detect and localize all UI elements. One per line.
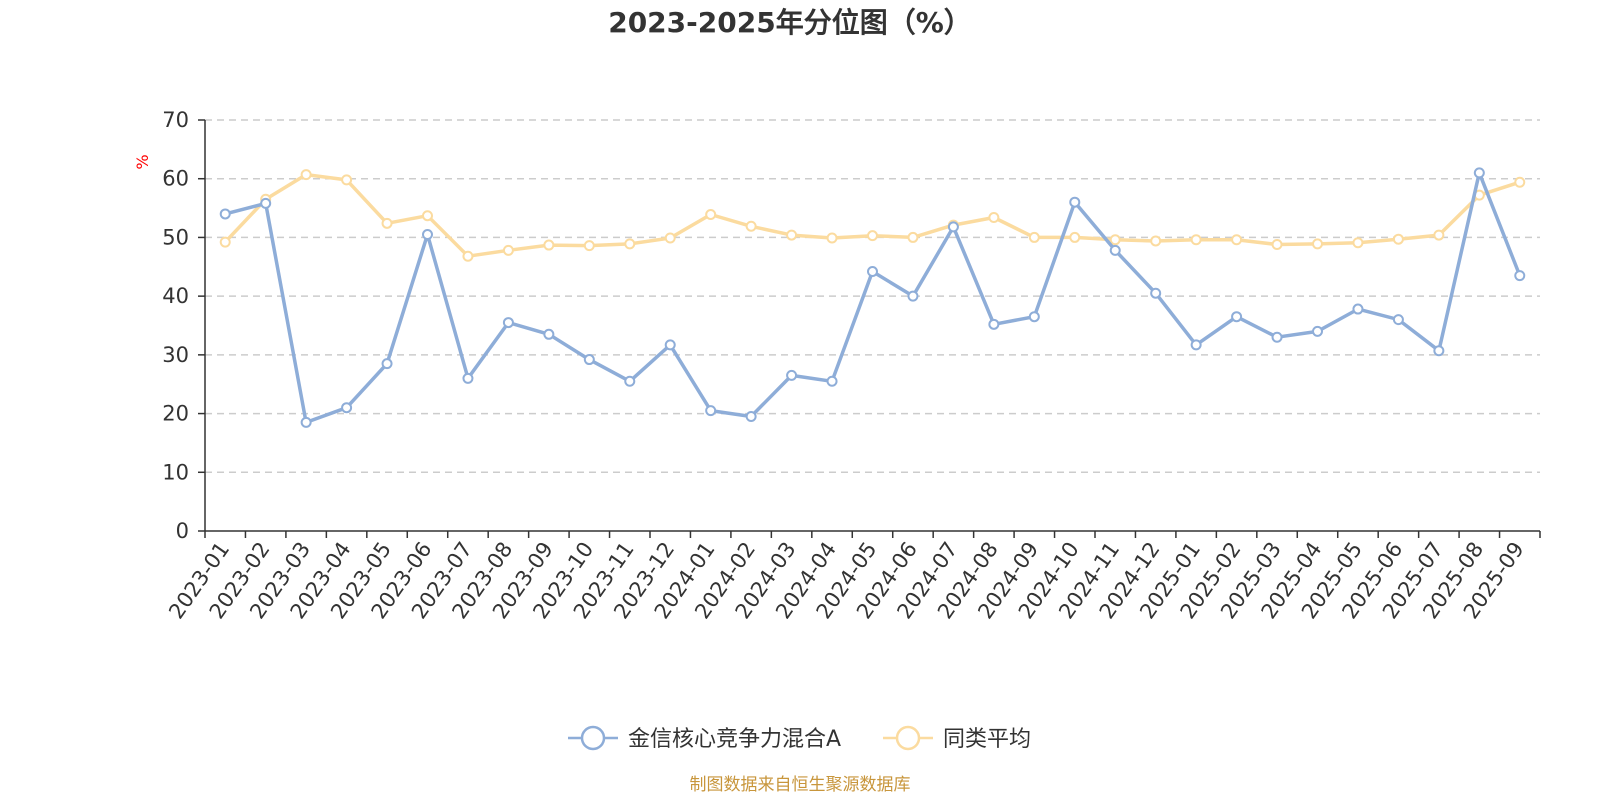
- source-note: 制图数据来自恒生聚源数据库: [690, 775, 911, 795]
- data-point[interactable]: [826, 232, 838, 244]
- data-point[interactable]: [300, 416, 312, 428]
- data-point[interactable]: [1271, 331, 1283, 343]
- legend-item[interactable]: 同类平均: [883, 725, 1031, 752]
- data-point[interactable]: [705, 209, 717, 221]
- data-point[interactable]: [341, 402, 353, 414]
- series-line: [224, 171, 1522, 425]
- data-point[interactable]: [1433, 229, 1445, 241]
- y-tick-label: 20: [162, 402, 189, 426]
- data-point[interactable]: [260, 197, 272, 209]
- data-point[interactable]: [988, 318, 1000, 330]
- data-point[interactable]: [1150, 287, 1162, 299]
- data-point[interactable]: [907, 231, 919, 243]
- data-point[interactable]: [867, 230, 878, 242]
- data-point[interactable]: [1028, 311, 1040, 323]
- data-point[interactable]: [381, 358, 393, 370]
- data-point[interactable]: [705, 405, 717, 417]
- data-point[interactable]: [745, 220, 757, 232]
- data-point[interactable]: [867, 265, 878, 277]
- data-point[interactable]: [422, 228, 433, 240]
- data-point[interactable]: [786, 229, 798, 241]
- data-point[interactable]: [1150, 235, 1162, 247]
- data-point[interactable]: [1028, 231, 1040, 243]
- data-point[interactable]: [1352, 303, 1364, 315]
- y-tick-label: 40: [162, 284, 189, 308]
- series-line: [223, 172, 1521, 258]
- data-point[interactable]: [1231, 311, 1243, 323]
- data-point[interactable]: [300, 169, 312, 181]
- data-point[interactable]: [745, 411, 757, 423]
- data-point[interactable]: [1190, 234, 1202, 246]
- data-point[interactable]: [1514, 176, 1526, 188]
- legend-marker: [580, 725, 606, 751]
- y-tick-label: 60: [162, 167, 189, 191]
- y-axis-label: %: [133, 154, 152, 169]
- data-point[interactable]: [786, 369, 798, 381]
- y-tick-label: 0: [176, 519, 189, 543]
- data-point[interactable]: [1473, 167, 1485, 179]
- legend: 金信核心竞争力混合A 同类平均: [568, 725, 1031, 752]
- data-point[interactable]: [624, 375, 636, 387]
- data-point[interactable]: [462, 372, 474, 384]
- data-point[interactable]: [1231, 234, 1243, 246]
- series-lines: [219, 167, 1526, 428]
- data-point[interactable]: [947, 221, 959, 233]
- data-point[interactable]: [664, 232, 676, 244]
- y-tick-label: 30: [162, 343, 189, 367]
- axes: 0102030405060702023-012023-022023-032023…: [162, 108, 1541, 623]
- data-point[interactable]: [826, 375, 838, 387]
- data-point[interactable]: [502, 317, 514, 329]
- data-point[interactable]: [1514, 270, 1526, 282]
- data-point[interactable]: [1109, 244, 1121, 256]
- data-point[interactable]: [988, 211, 1000, 223]
- data-point[interactable]: [1312, 238, 1323, 250]
- data-point[interactable]: [907, 290, 919, 302]
- data-point[interactable]: [1069, 196, 1081, 208]
- data-point[interactable]: [543, 328, 555, 340]
- data-point[interactable]: [1392, 233, 1404, 245]
- y-tick-label: 10: [162, 460, 189, 484]
- data-point[interactable]: [1069, 231, 1081, 243]
- data-point[interactable]: [1312, 325, 1323, 337]
- data-point[interactable]: [1392, 314, 1404, 326]
- data-point[interactable]: [664, 339, 676, 351]
- data-point[interactable]: [583, 240, 595, 252]
- data-point[interactable]: [462, 250, 474, 262]
- data-point[interactable]: [502, 244, 514, 256]
- data-point[interactable]: [583, 354, 595, 366]
- data-point[interactable]: [543, 239, 555, 251]
- chart-title: 2023-2025年分位图（%）: [608, 6, 972, 39]
- y-tick-label: 70: [162, 108, 189, 132]
- data-point[interactable]: [1271, 238, 1283, 250]
- grid-lines: [205, 119, 1540, 474]
- legend-label: 金信核心竞争力混合A: [628, 727, 841, 752]
- data-point[interactable]: [1433, 345, 1445, 357]
- data-point[interactable]: [1352, 237, 1364, 249]
- legend-label: 同类平均: [943, 727, 1031, 752]
- data-point[interactable]: [219, 236, 231, 248]
- y-tick-label: 50: [162, 225, 189, 249]
- legend-item[interactable]: 金信核心竞争力混合A: [568, 725, 841, 752]
- data-point[interactable]: [341, 174, 353, 186]
- data-point[interactable]: [1109, 234, 1121, 246]
- data-point[interactable]: [624, 238, 636, 250]
- data-point[interactable]: [219, 208, 231, 220]
- data-point[interactable]: [422, 210, 433, 222]
- data-point[interactable]: [381, 217, 393, 229]
- legend-marker: [895, 725, 921, 751]
- data-point[interactable]: [1190, 339, 1202, 351]
